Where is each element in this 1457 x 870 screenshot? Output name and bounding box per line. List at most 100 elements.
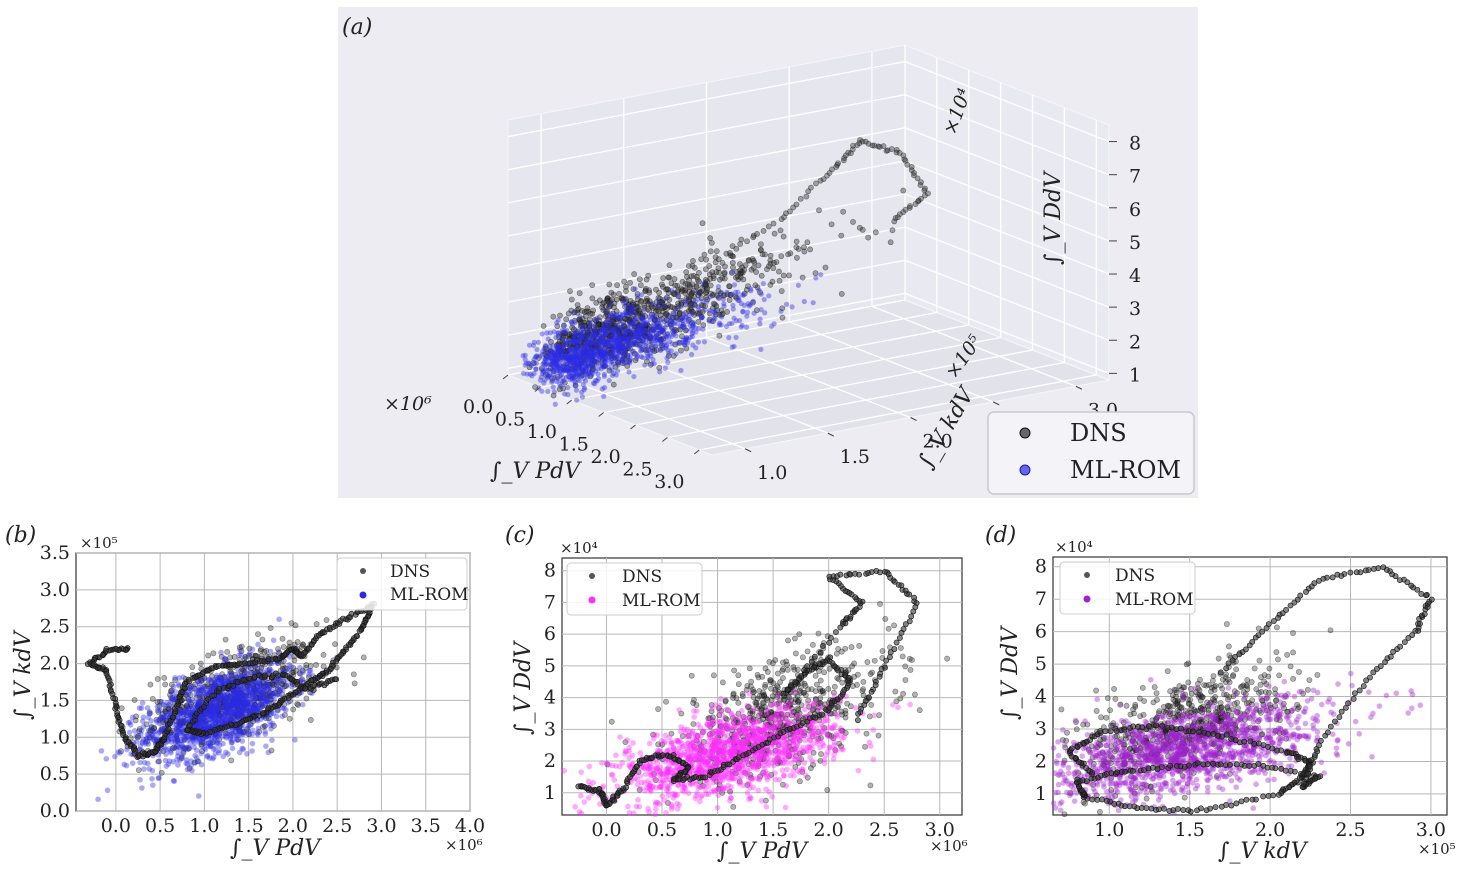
mlrom-point (157, 721, 163, 727)
mlrom-point (214, 673, 220, 679)
dns-point (816, 208, 821, 213)
mlrom-point (156, 775, 162, 781)
dns-point (788, 251, 793, 256)
x-tick-label: 1.5 (559, 434, 589, 456)
mlrom-point (759, 307, 764, 312)
dns-point (805, 649, 810, 654)
mlrom-point (702, 307, 707, 312)
mlrom-point (250, 727, 256, 733)
mlrom-point (665, 360, 670, 365)
mlrom-point (205, 677, 211, 683)
dns-point (597, 298, 602, 303)
panel-b-y-multiplier: ×10⁵ (80, 534, 118, 552)
mlrom-point (276, 617, 282, 623)
dns-point (314, 662, 319, 667)
mlrom-point (740, 292, 745, 297)
mlrom-point (687, 317, 692, 322)
mlrom-point (631, 349, 636, 354)
dns-point (743, 263, 748, 268)
mlrom-point (573, 327, 578, 332)
dns-point (758, 247, 763, 252)
y-tick-label: 2.0 (40, 653, 70, 675)
mlrom-point (696, 326, 701, 331)
mlrom-point (724, 290, 729, 295)
mlrom-point (536, 340, 541, 345)
dns-point (321, 652, 326, 657)
mlrom-point (552, 352, 557, 357)
mlrom-point (263, 698, 269, 704)
mlrom-point (268, 649, 274, 655)
dns-trajectory-point (262, 673, 267, 678)
dns-point (839, 649, 844, 654)
mlrom-point (539, 389, 544, 394)
dns-point (832, 684, 837, 689)
dns-point (792, 636, 797, 641)
mlrom-point (307, 668, 313, 674)
mlrom-point (707, 308, 712, 313)
dns-point (779, 288, 784, 293)
mlrom-point (266, 750, 272, 756)
mlrom-point (171, 684, 177, 690)
mlrom-point (202, 745, 208, 751)
mlrom-point (95, 796, 101, 802)
dns-point (880, 648, 885, 653)
mlrom-point (577, 365, 582, 370)
dns-point (229, 758, 234, 763)
mlrom-point (635, 325, 640, 330)
mlrom-point (641, 317, 646, 322)
mlrom-point (165, 712, 171, 718)
mlrom-point (169, 690, 175, 696)
mlrom-point (717, 322, 722, 327)
dns-point (268, 625, 273, 630)
mlrom-point (250, 646, 256, 652)
dns-point (643, 286, 648, 291)
dns-point (308, 717, 313, 722)
mlrom-point (784, 302, 789, 307)
dns-point (680, 279, 685, 284)
mlrom-point (217, 731, 223, 737)
dns-point (850, 219, 855, 224)
mlrom-point (675, 294, 680, 299)
dns-point (666, 275, 671, 280)
dns-point (159, 770, 164, 775)
mlrom-point (239, 738, 245, 744)
panel-b-legend-dns-marker (360, 568, 366, 574)
mlrom-point (247, 651, 253, 657)
dns-point (833, 638, 838, 643)
dns-point (813, 271, 818, 276)
dns-point (800, 655, 805, 660)
mlrom-point (244, 751, 250, 757)
mlrom-point (719, 314, 724, 319)
y-tick-label: 3 (544, 718, 556, 740)
mlrom-point (706, 318, 711, 323)
mlrom-point (657, 299, 662, 304)
mlrom-point (623, 337, 628, 342)
mlrom-point (565, 356, 570, 361)
dns-point (299, 644, 304, 649)
dns-point (607, 282, 612, 287)
dns-point (687, 289, 692, 294)
mlrom-point (546, 336, 551, 341)
mlrom-point (562, 367, 567, 372)
x-tick-label: 0.5 (495, 409, 525, 431)
mlrom-point (732, 282, 737, 287)
mlrom-point (150, 768, 156, 774)
dns-point (569, 297, 574, 302)
y-tick-label: 1.5 (40, 689, 70, 711)
mlrom-point (673, 308, 678, 313)
y-tick-label: 2.5 (40, 616, 70, 638)
panel-b-x-multiplier: ×10⁶ (445, 836, 483, 854)
dns-point (557, 313, 562, 318)
mlrom-point (580, 352, 585, 357)
dns-point (757, 688, 762, 693)
dns-point (903, 664, 908, 669)
mlrom-point (256, 726, 262, 732)
dns-point (707, 263, 712, 268)
dns-point (696, 319, 701, 324)
mlrom-point (212, 679, 218, 685)
mlrom-point (205, 753, 211, 759)
y-tick-label: 8 (544, 560, 556, 582)
mlrom-point (533, 355, 538, 360)
panel-a-legend-mlrom-marker (1020, 465, 1030, 475)
mlrom-point (526, 361, 531, 366)
